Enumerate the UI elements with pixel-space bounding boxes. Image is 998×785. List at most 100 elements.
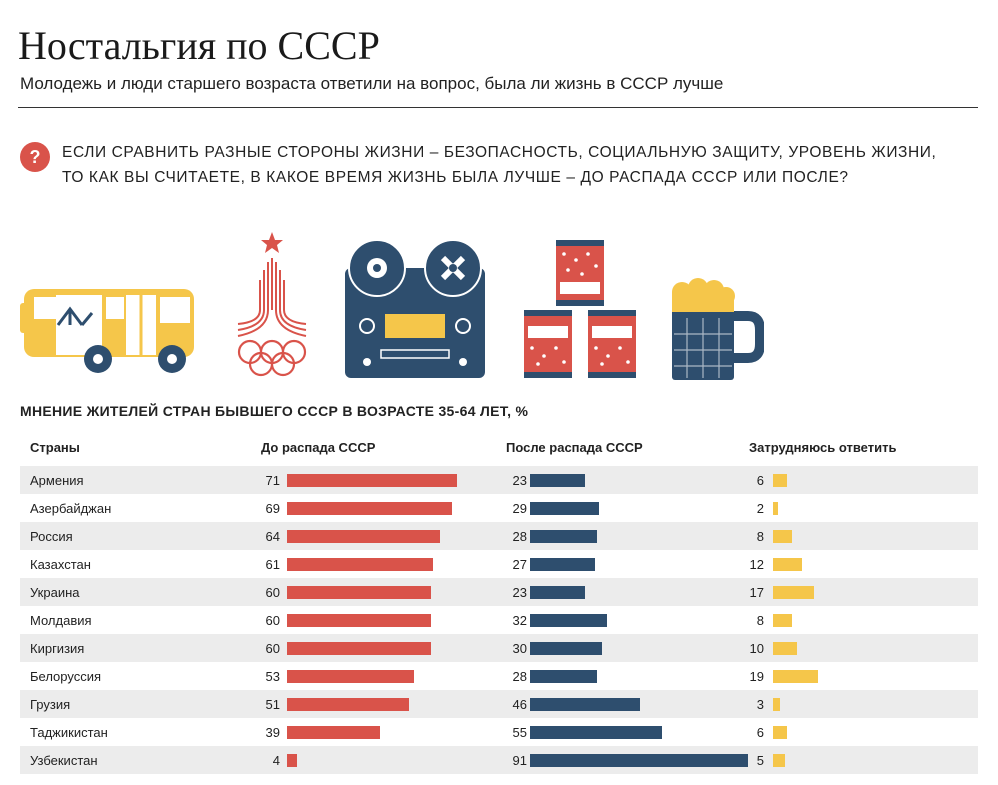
page-subtitle: Молодежь и люди старшего возраста ответи…: [20, 74, 724, 93]
value-label-before: 64: [265, 529, 280, 544]
value-label-hard-to-say: 6: [756, 473, 764, 488]
country-label: Казахстан: [30, 557, 91, 572]
value-label-before: 69: [265, 501, 280, 516]
table-row: Казахстан 61 27 12: [20, 550, 978, 578]
value-label-hard-to-say: 8: [756, 529, 764, 544]
value-label-before: 60: [265, 641, 280, 656]
table-row: Узбекистан 4 91 5: [20, 746, 978, 774]
bar-before: [287, 586, 431, 599]
column-header-countries: Страны: [30, 440, 80, 455]
country-label: Армения: [30, 473, 84, 488]
bar-before: [287, 530, 440, 543]
column-header-hard-to-say: Затрудняюсь ответить: [749, 440, 897, 455]
country-label: Таджикистан: [30, 725, 108, 740]
bar-before: [287, 642, 431, 655]
bar-after: [530, 586, 585, 599]
value-label-after: 29: [512, 501, 527, 516]
bar-hard-to-say: [773, 558, 802, 571]
value-label-hard-to-say: 17: [749, 585, 764, 600]
value-label-hard-to-say: 8: [756, 613, 764, 628]
table-row: Украина 60 23 17: [20, 578, 978, 606]
bar-after: [530, 670, 597, 683]
bar-after: [530, 642, 602, 655]
country-label: Молдавия: [30, 613, 92, 628]
bar-before: [287, 474, 457, 487]
bar-after: [530, 698, 640, 711]
tin-cans-icon: [524, 240, 636, 378]
bar-after: [530, 502, 599, 515]
bar-hard-to-say: [773, 642, 797, 655]
country-label: Грузия: [30, 697, 71, 712]
country-label: Белоруссия: [30, 669, 102, 684]
value-label-after: 23: [512, 473, 527, 488]
table-row: Грузия 51 46 3: [20, 690, 978, 718]
value-label-hard-to-say: 12: [749, 557, 764, 572]
value-label-before: 71: [265, 473, 280, 488]
bar-before: [287, 698, 409, 711]
survey-question-line-2: то как вы считаете, в какое время жизнь …: [62, 169, 849, 186]
value-label-before: 53: [265, 669, 280, 684]
value-label-before: 60: [265, 613, 280, 628]
value-label-after: 32: [512, 613, 527, 628]
country-label: Украина: [30, 585, 80, 600]
bar-hard-to-say: [773, 614, 792, 627]
table-row: Азербайджан 69 29 2: [20, 494, 978, 522]
bar-hard-to-say: [773, 726, 787, 739]
bar-after: [530, 754, 748, 767]
chart-title: Мнение жителей стран бывшего СССР в возр…: [20, 403, 529, 419]
value-label-hard-to-say: 3: [756, 697, 764, 712]
table-row: Россия 64 28 8: [20, 522, 978, 550]
bar-after: [530, 474, 585, 487]
olympics-1980-emblem-icon: [237, 232, 307, 377]
value-label-after: 30: [512, 641, 527, 656]
value-label-before: 39: [265, 725, 280, 740]
value-label-before: 4: [272, 753, 280, 768]
chart-table: Армения 71 23 6 Азербайджан 69 29 2 Россия 64 28 8 К…: [20, 466, 978, 774]
bar-before: [287, 614, 431, 627]
bar-after: [530, 614, 607, 627]
value-label-after: 91: [512, 753, 527, 768]
value-label-hard-to-say: 6: [756, 725, 764, 740]
beer-mug-icon: [672, 278, 764, 380]
bar-hard-to-say: [773, 586, 814, 599]
bar-before: [287, 502, 452, 515]
bar-before: [287, 558, 433, 571]
table-row: Молдавия 60 32 8: [20, 606, 978, 634]
country-label: Азербайджан: [30, 501, 112, 516]
column-header-before: До распада СССР: [261, 440, 376, 455]
value-label-after: 28: [512, 529, 527, 544]
value-label-after: 28: [512, 669, 527, 684]
header-divider: [18, 107, 978, 108]
bar-after: [530, 726, 662, 739]
question-icon: ?: [20, 142, 50, 172]
value-label-after: 23: [512, 585, 527, 600]
value-label-hard-to-say: 2: [756, 501, 764, 516]
reel-tape-recorder-icon: [345, 239, 485, 378]
table-row: Киргизия 60 30 10: [20, 634, 978, 662]
bar-before: [287, 726, 380, 739]
bar-before: [287, 670, 414, 683]
value-label-before: 61: [265, 557, 280, 572]
bar-after: [530, 558, 595, 571]
value-label-after: 27: [512, 557, 527, 572]
survey-question: Если сравнить разные стороны жизни – без…: [62, 140, 942, 190]
bar-after: [530, 530, 597, 543]
survey-question-line-1: Если сравнить разные стороны жизни – без…: [62, 144, 937, 161]
bar-hard-to-say: [773, 474, 787, 487]
country-label: Узбекистан: [30, 753, 98, 768]
bar-hard-to-say: [773, 698, 780, 711]
value-label-hard-to-say: 19: [749, 669, 764, 684]
value-label-before: 60: [265, 585, 280, 600]
bar-hard-to-say: [773, 670, 818, 683]
country-label: Россия: [30, 529, 73, 544]
bar-hard-to-say: [773, 530, 792, 543]
bus-icon: [20, 289, 194, 373]
page-title: Ностальгия по СССР: [18, 23, 380, 68]
country-label: Киргизия: [30, 641, 85, 656]
bar-hard-to-say: [773, 754, 785, 767]
value-label-after: 46: [512, 697, 527, 712]
value-label-hard-to-say: 10: [749, 641, 764, 656]
value-label-hard-to-say: 5: [756, 753, 764, 768]
bar-before: [287, 754, 297, 767]
table-row: Белоруссия 53 28 19: [20, 662, 978, 690]
